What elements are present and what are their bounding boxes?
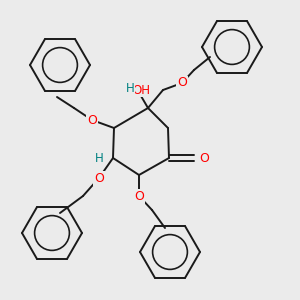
- Text: H: H: [126, 82, 134, 94]
- Text: O: O: [199, 152, 209, 164]
- Text: O: O: [87, 113, 97, 127]
- Text: O: O: [134, 190, 144, 202]
- Text: O: O: [94, 172, 104, 184]
- Text: O: O: [177, 76, 187, 89]
- Text: OH: OH: [132, 83, 150, 97]
- Text: H: H: [94, 152, 103, 164]
